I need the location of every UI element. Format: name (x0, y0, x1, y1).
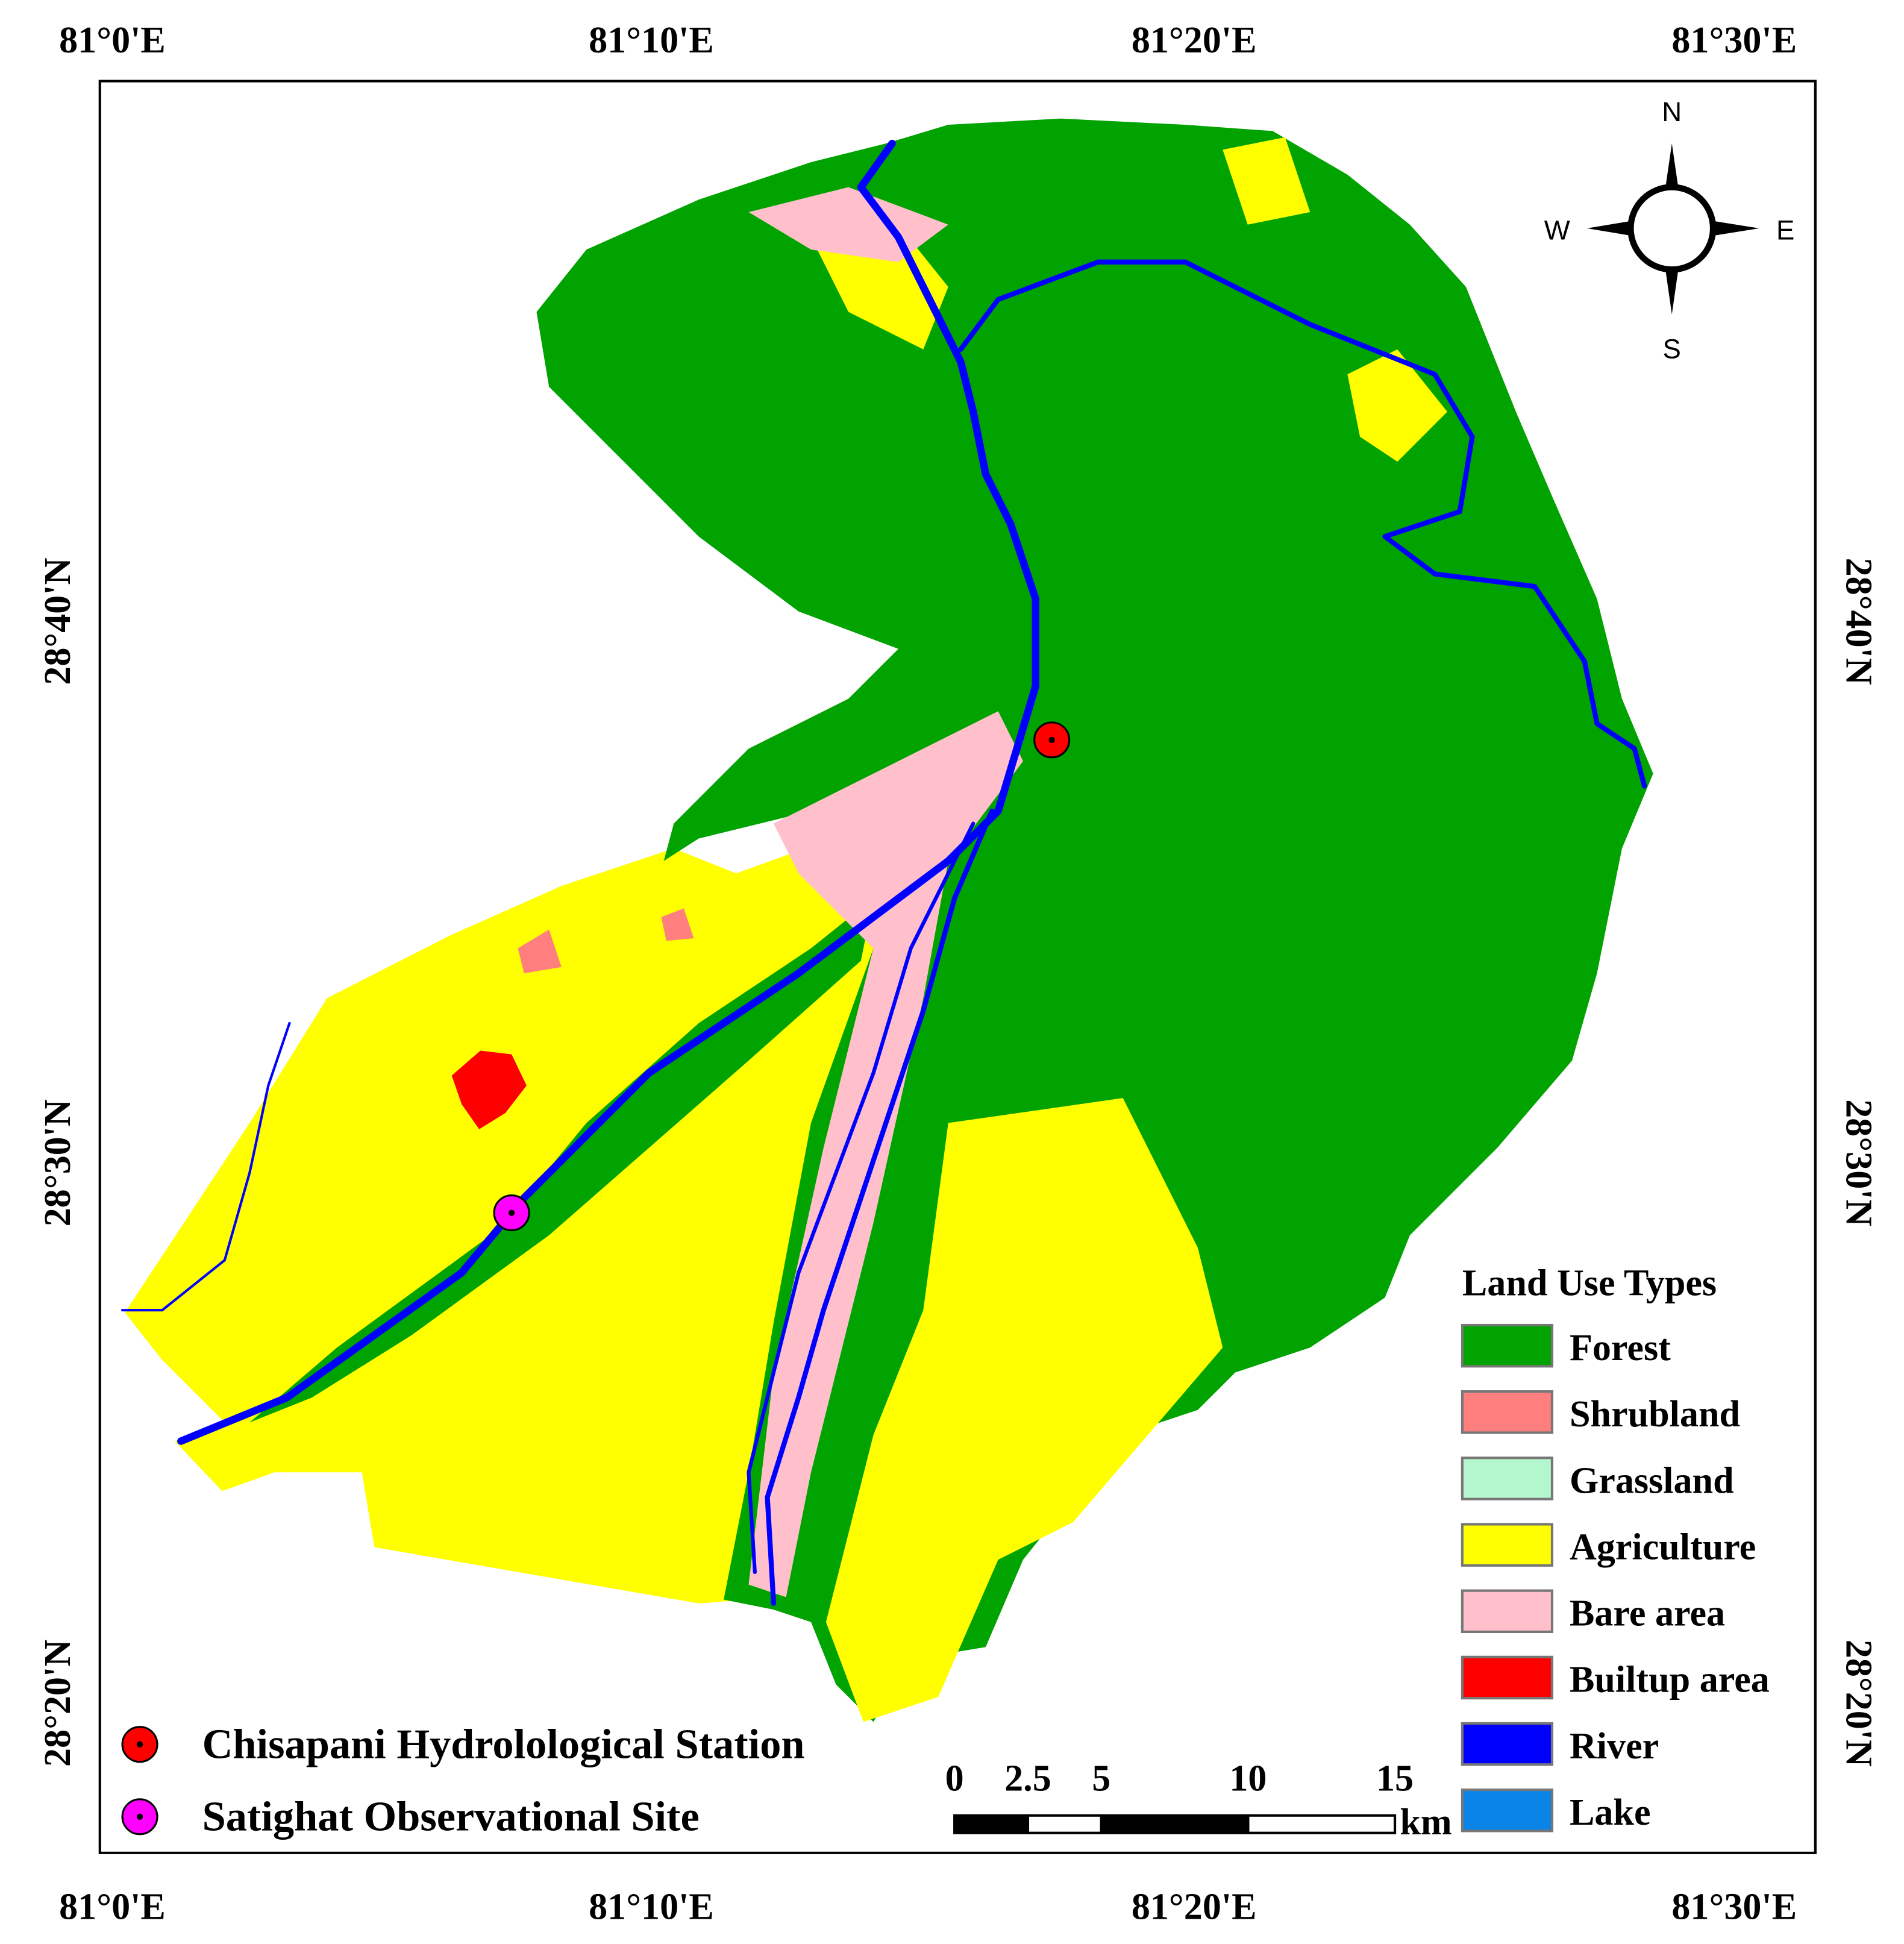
legend-swatch (1461, 1390, 1554, 1434)
builtup-area (451, 1050, 527, 1129)
river (121, 1021, 291, 1312)
rivers (121, 139, 1647, 1606)
longitude-label: 81°20'E (1132, 1887, 1257, 1928)
latitude-label: 28°20'N (1838, 1640, 1879, 1767)
scale-label: 0 (945, 1758, 964, 1799)
legend-swatch (1461, 1789, 1554, 1833)
scale-label: 2.5 (1004, 1758, 1051, 1799)
scale-label: 15 (1376, 1758, 1414, 1799)
map-frame (98, 80, 1817, 1854)
legend: Forest Shrubland Grassland Agriculture Bare … (1461, 1323, 1770, 1833)
latitude-label: 28°30'N (37, 1099, 78, 1226)
latitude-label: 28°20'N (37, 1640, 78, 1767)
shrubland-patch (661, 908, 694, 941)
latitude-label: 28°30'N (1838, 1099, 1879, 1226)
river (958, 259, 1647, 789)
legend-label: Forest (1570, 1328, 1671, 1369)
longitude-label: 81°30'E (1671, 1887, 1797, 1928)
latitude-label: 28°40'N (37, 557, 78, 685)
longitude-label: 81°10'E (589, 1887, 714, 1928)
legend-dot (136, 1741, 143, 1748)
legend-swatch (1461, 1589, 1554, 1634)
graticule: 81°0'E 81°0'E 81°10'E 81°10'E 81°20'E 81°20'E… (37, 20, 1879, 1928)
agriculture-patch (1223, 137, 1311, 225)
scale-segment (1247, 1814, 1397, 1834)
compass-ring (1627, 184, 1717, 273)
river (177, 139, 1039, 1445)
legend-label: Lake (1570, 1792, 1651, 1833)
river (765, 808, 995, 1606)
station-legend: Chisapani Hydrolological Station Satighat… (121, 721, 1071, 1840)
agriculture-patch (1347, 349, 1448, 462)
legend-label: River (1570, 1726, 1659, 1767)
legend-label: Builtup area (1570, 1660, 1770, 1701)
longitude-label: 81°30'E (1671, 20, 1797, 61)
scale-unit: km (1400, 1802, 1451, 1843)
longitude-label: 81°0'E (59, 20, 166, 61)
station-label: Satighat Observational Site (202, 1793, 700, 1840)
station-label: Chisapani Hydrolological Station (202, 1720, 805, 1767)
station-dot (508, 1209, 515, 1216)
compass-south: S (1663, 333, 1681, 364)
legend-swatch (1461, 1655, 1554, 1700)
longitude-label: 81°20'E (1132, 20, 1257, 61)
station-dot (1048, 736, 1055, 744)
legend-label: Grassland (1570, 1460, 1734, 1501)
agriculture-area (825, 1098, 1223, 1722)
river (747, 821, 975, 1575)
legend-label: Shrubland (1570, 1394, 1740, 1435)
compass: N E S W (1544, 96, 1795, 364)
compass-east: E (1776, 215, 1794, 246)
shrubland-patch (518, 929, 562, 974)
legend-swatch (1461, 1523, 1554, 1567)
legend-swatch (1461, 1456, 1554, 1500)
scale-segment (1026, 1814, 1103, 1834)
agriculture-patch (811, 224, 948, 350)
legend-label: Agriculture (1570, 1526, 1756, 1567)
bare-area (748, 711, 1024, 1598)
scale-label: 5 (1092, 1758, 1110, 1799)
compass-north: N (1662, 96, 1682, 127)
scale-label: 10 (1229, 1758, 1267, 1799)
longitude-label: 81°0'E (59, 1887, 166, 1928)
longitude-label: 81°10'E (589, 20, 714, 61)
legend-dot (136, 1813, 143, 1820)
scale-segment (953, 1814, 1030, 1834)
legend-title: Land Use Types (1462, 1262, 1717, 1303)
compass-west: W (1544, 215, 1570, 246)
legend-label: Bare area (1570, 1593, 1725, 1634)
scale-segment (1100, 1814, 1250, 1834)
legend-swatch (1461, 1323, 1554, 1368)
latitude-label: 28°40'N (1838, 558, 1879, 685)
legend-swatch (1461, 1722, 1554, 1766)
